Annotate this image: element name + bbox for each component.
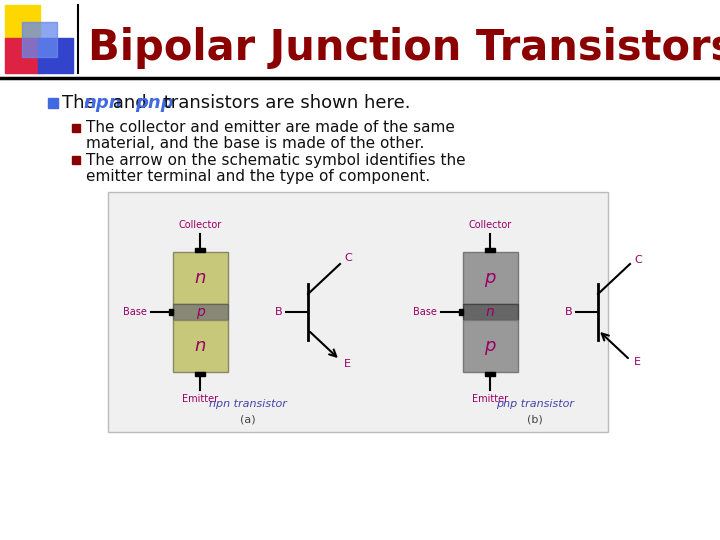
Bar [72, 156, 80, 164]
Text: Base: Base [122, 307, 146, 317]
Bar [173, 304, 228, 320]
Bar [5, 38, 40, 73]
Text: npn: npn [83, 94, 122, 112]
Bar [459, 309, 462, 315]
Text: Collector: Collector [179, 220, 222, 230]
Text: The arrow on the schematic symbol identifies the: The arrow on the schematic symbol identi… [86, 152, 466, 167]
Text: n: n [194, 337, 206, 355]
Text: (a): (a) [240, 415, 256, 425]
Text: p: p [485, 269, 495, 287]
Bar [48, 98, 58, 108]
Text: B: B [564, 307, 572, 317]
Text: B: B [274, 307, 282, 317]
Text: pnp: pnp [135, 94, 174, 112]
Bar [462, 304, 518, 320]
Text: E: E [634, 357, 641, 367]
Text: material, and the base is made of the other.: material, and the base is made of the ot… [86, 137, 424, 152]
Text: and: and [107, 94, 153, 112]
Text: E: E [344, 359, 351, 369]
Text: n: n [194, 269, 206, 287]
Bar [485, 248, 495, 252]
Bar [462, 320, 518, 372]
Text: Bipolar Junction Transistors: Bipolar Junction Transistors [88, 27, 720, 69]
Text: Emitter: Emitter [182, 394, 218, 404]
Bar [108, 192, 608, 432]
Text: Base: Base [413, 307, 436, 317]
Bar [5, 5, 40, 40]
Text: Collector: Collector [469, 220, 512, 230]
Text: n: n [485, 305, 495, 319]
Text: (b): (b) [527, 415, 543, 425]
Text: pnp transistor: pnp transistor [496, 399, 574, 409]
Text: C: C [344, 253, 352, 263]
Text: The: The [62, 94, 102, 112]
Text: C: C [634, 255, 642, 265]
Bar [173, 252, 228, 304]
Bar [195, 248, 205, 252]
Text: npn transistor: npn transistor [209, 399, 287, 409]
Text: p: p [196, 305, 204, 319]
Bar [168, 309, 173, 315]
Text: emitter terminal and the type of component.: emitter terminal and the type of compone… [86, 168, 430, 184]
Bar [22, 22, 57, 57]
Text: The collector and emitter are made of the same: The collector and emitter are made of th… [86, 120, 455, 136]
Bar [195, 372, 205, 376]
Bar [462, 252, 518, 304]
Bar [38, 38, 73, 73]
Text: Emitter: Emitter [472, 394, 508, 404]
Bar [485, 372, 495, 376]
Text: transistors are shown here.: transistors are shown here. [158, 94, 410, 112]
Text: p: p [485, 337, 495, 355]
Bar [173, 320, 228, 372]
Bar [72, 124, 80, 132]
